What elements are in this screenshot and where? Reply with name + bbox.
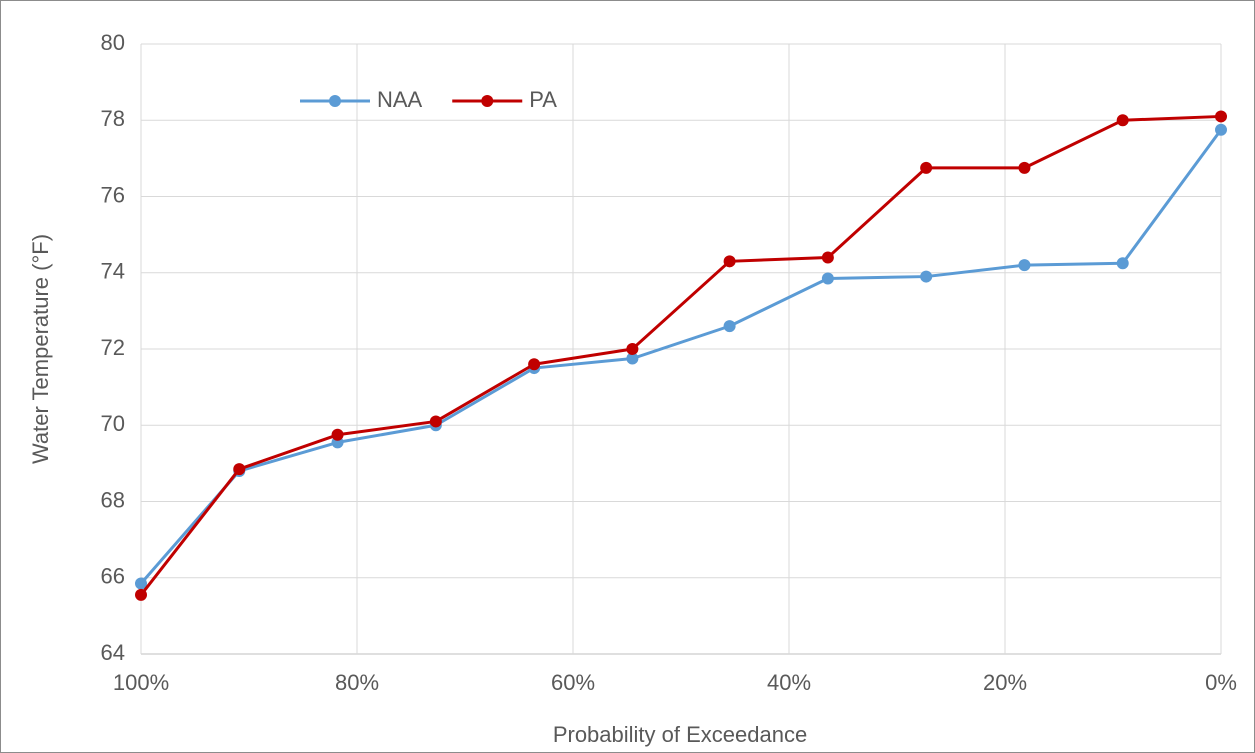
series-line [139, 114, 1222, 596]
data-point [920, 161, 933, 174]
x-tick-label: 40% [767, 670, 811, 695]
legend-label: PA [529, 87, 557, 112]
y-tick-label: 66 [101, 564, 125, 589]
data-point [821, 272, 834, 285]
data-point [723, 255, 736, 268]
data-point [135, 577, 147, 590]
legend-marker [329, 95, 341, 107]
data-point [626, 352, 639, 365]
data-point [331, 428, 344, 441]
data-point [429, 415, 442, 428]
legend-marker [481, 95, 494, 107]
data-point [1215, 123, 1227, 136]
y-tick-label: 70 [101, 411, 125, 436]
data-point [135, 588, 147, 601]
y-tick-label: 72 [101, 335, 125, 360]
legend-label: NAA [377, 87, 423, 112]
y-tick-label: 64 [101, 640, 125, 665]
x-tick-label: 0% [1205, 670, 1237, 695]
x-tick-label: 100% [113, 670, 169, 695]
data-point [626, 343, 639, 355]
data-point [233, 463, 246, 476]
x-tick-label: 60% [551, 670, 595, 695]
y-tick-label: 76 [101, 182, 125, 207]
data-point [1215, 110, 1227, 123]
data-point [528, 358, 541, 371]
data-point [1116, 257, 1129, 270]
y-tick-label: 68 [101, 487, 125, 512]
data-point [1018, 161, 1031, 174]
data-point [1116, 114, 1129, 127]
y-axis-label: Water Temperature (°F) [28, 234, 53, 464]
data-point [821, 251, 834, 264]
data-point [723, 320, 736, 333]
y-tick-label: 74 [101, 259, 125, 284]
data-point [920, 270, 933, 283]
data-point [1018, 259, 1031, 272]
y-tick-label: 78 [101, 106, 125, 131]
x-tick-label: 20% [983, 670, 1027, 695]
x-axis-label: Probability of Exceedance [553, 722, 807, 747]
series-line [139, 128, 1223, 585]
x-tick-label: 80% [335, 670, 379, 695]
y-tick-label: 80 [101, 30, 125, 55]
